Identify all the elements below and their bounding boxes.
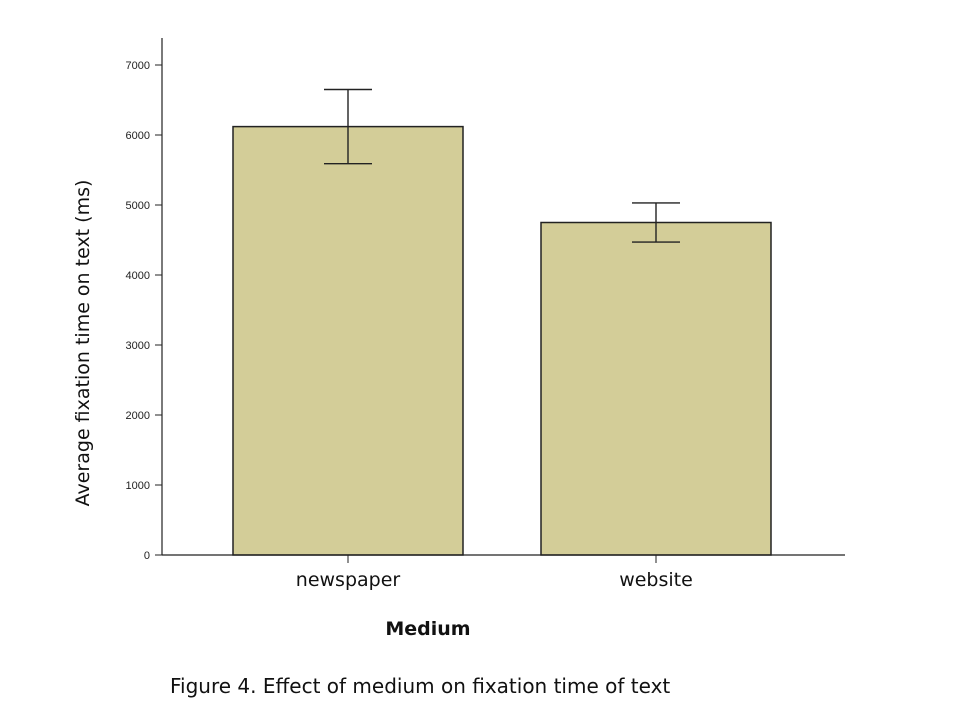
y-tick-label: 3000	[126, 340, 150, 352]
y-axis-label: Average fixation time on text (ms)	[72, 180, 94, 507]
y-tick-label: 1000	[126, 480, 150, 492]
y-tick-label: 7000	[126, 60, 150, 72]
y-tick-label: 0	[144, 550, 150, 562]
error-bars	[324, 88, 680, 243]
bar-website	[540, 221, 772, 556]
error-bar-newspaper	[324, 88, 372, 165]
y-tick-label: 6000	[126, 130, 150, 142]
bar-newspaper	[232, 125, 464, 556]
x-axis-label: Medium	[385, 618, 470, 640]
y-tick-label: 2000	[126, 410, 150, 422]
x-tick-label-newspaper: newspaper	[296, 569, 401, 591]
y-ticks: 0 1000 2000 3000 4000 5000 6000 7000	[126, 60, 162, 562]
error-bar-website	[632, 202, 680, 243]
axes	[161, 38, 845, 556]
y-tick-label: 4000	[126, 270, 150, 282]
y-tick-label: 5000	[126, 200, 150, 212]
x-tick-label-website: website	[619, 569, 693, 591]
figure-caption: Figure 4. Effect of medium on fixation t…	[170, 674, 670, 698]
category-labels: newspaper website	[296, 555, 693, 591]
bars	[232, 125, 772, 556]
